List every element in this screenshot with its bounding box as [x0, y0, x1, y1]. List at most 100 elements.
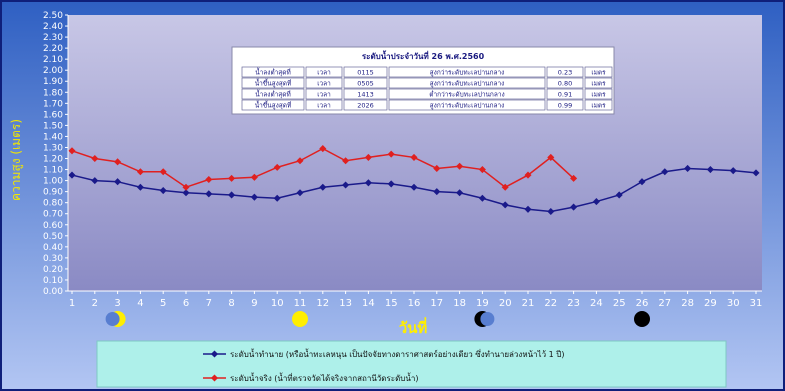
info-cell — [388, 77, 546, 89]
series-0-point — [273, 194, 281, 202]
x-tick-label: 14 — [362, 298, 375, 309]
y-tick-label: 0.80 — [43, 199, 63, 209]
x-tick-label: 23 — [567, 298, 580, 309]
series-0-point — [729, 167, 737, 175]
y-tick-label: 1.10 — [43, 166, 63, 176]
x-tick-label: 10 — [271, 298, 284, 309]
x-tick-label: 19 — [476, 298, 489, 309]
y-tick-label: 2.00 — [43, 66, 63, 76]
info-cell — [584, 77, 613, 89]
x-tick-label: 25 — [613, 298, 626, 309]
series-0-point — [250, 193, 258, 201]
info-cell-text: เวลา — [317, 69, 331, 77]
info-cell — [343, 99, 388, 111]
x-tick-label: 8 — [228, 298, 234, 309]
info-cell-text: 0115 — [357, 69, 374, 77]
y-tick-label: 1.80 — [43, 88, 63, 98]
series-0-point — [433, 188, 441, 196]
series-0-point — [387, 180, 395, 188]
info-cell-text: เมตร — [591, 102, 606, 110]
series-0-point — [159, 187, 167, 195]
x-tick-label: 17 — [430, 298, 443, 309]
info-cell — [584, 99, 613, 111]
x-tick-label: 6 — [183, 298, 189, 309]
info-cell — [305, 99, 343, 111]
series-1-point — [342, 157, 350, 165]
series-0-point — [296, 189, 304, 197]
info-title: ระดับน้ำประจำวันที่ 26 พ.ศ.2560 — [362, 50, 485, 61]
info-cell — [305, 66, 343, 78]
series-1-point — [159, 168, 167, 176]
series-1-point — [228, 174, 236, 182]
x-tick-label: 16 — [408, 298, 421, 309]
y-axis-title: ความสูง (เมตร) — [9, 119, 24, 201]
x-tick-label: 24 — [590, 298, 603, 309]
info-cell — [241, 77, 305, 89]
info-cell-text: 0.80 — [558, 80, 572, 88]
series-1-point — [91, 154, 99, 163]
series-0-point — [570, 203, 578, 211]
series-1-point — [319, 145, 327, 153]
info-cell — [388, 99, 546, 111]
x-tick-label: 18 — [453, 298, 466, 309]
info-cell-text: เวลา — [317, 91, 331, 99]
x-tick-label: 27 — [658, 298, 671, 309]
y-tick-label: 2.50 — [43, 11, 63, 21]
info-cell — [241, 88, 305, 100]
info-cell-text: เมตร — [591, 91, 606, 99]
series-1-point — [68, 147, 76, 155]
y-tick-label: 0.50 — [43, 232, 63, 242]
x-tick-label: 21 — [522, 298, 535, 309]
y-tick-label: 1.00 — [43, 177, 63, 187]
series-1-point — [273, 163, 281, 171]
full-moon-icon — [292, 311, 308, 327]
series-1-point — [205, 175, 213, 184]
series-1-point — [410, 153, 418, 161]
info-cell — [241, 66, 305, 78]
series-1-point — [296, 157, 304, 165]
info-cell — [546, 99, 584, 111]
series-1-point — [570, 174, 578, 182]
series-1-point — [387, 150, 395, 158]
series-0-point — [410, 183, 418, 191]
series-0-point — [228, 191, 236, 199]
series-1-point — [136, 168, 144, 176]
new-moon-icon — [634, 311, 650, 327]
info-cell — [584, 88, 613, 100]
info-cell — [343, 88, 388, 100]
series-0-point — [342, 181, 350, 189]
info-cell — [546, 77, 584, 89]
info-cell-text: สูงกว่าระดับทะเลปานกลาง — [430, 69, 505, 77]
y-tick-label: 2.20 — [43, 44, 63, 54]
y-tick-label: 1.60 — [43, 110, 63, 120]
y-tick-label: 0.90 — [43, 188, 63, 198]
x-axis: 1 2 3 4 5 6 7 8 9 10 11 12 13 14 15 16 17 18 19 20 21 22 23 24 2… — [68, 290, 762, 309]
info-cell-text: เวลา — [317, 80, 331, 88]
info-cell — [305, 77, 343, 89]
info-cell-text: ต่ำกว่าระดับทะเลปานกลาง — [429, 90, 504, 99]
series-0-point — [91, 177, 99, 185]
y-tick-label: 2.10 — [43, 55, 63, 65]
info-cell-text: น้ำขึ้นสูงสุดที่ — [255, 79, 292, 88]
series-layer — [68, 145, 760, 216]
info-cell — [241, 99, 305, 111]
x-tick-label: 29 — [704, 298, 717, 309]
legend: ระดับน้ำทำนาย (หรือน้ำทะเลหนุน เป็นปัจจั… — [96, 340, 727, 388]
series-1-point — [501, 183, 509, 191]
x-tick-label: 12 — [316, 298, 329, 309]
info-cell-text: น้ำลงต่ำสุดที่ — [255, 90, 291, 99]
legend-box — [96, 340, 727, 388]
x-tick-label: 13 — [339, 298, 352, 309]
info-cell-text: 2026 — [357, 102, 374, 110]
info-cell-text: เวลา — [317, 102, 331, 110]
series-0-point — [615, 191, 623, 199]
series-1-point — [182, 183, 190, 191]
series-0-point — [114, 178, 122, 186]
daily-tide-info: ระดับน้ำประจำวันที่ 26 พ.ศ.2560 น้ำลงต่ำ… — [231, 46, 615, 115]
y-tick-label: 0.60 — [43, 221, 63, 231]
moon-phase-row — [105, 311, 650, 327]
series-0-point — [205, 190, 213, 198]
